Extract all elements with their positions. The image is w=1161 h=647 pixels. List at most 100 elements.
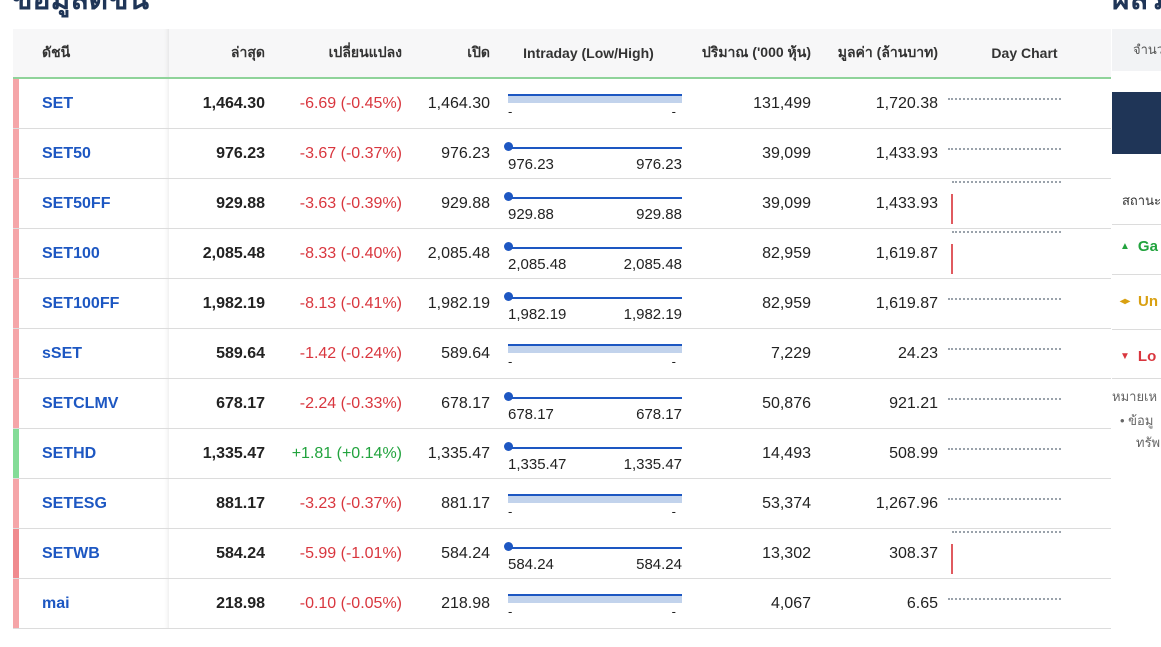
divider [1112, 378, 1161, 379]
change-value: -8.13 (-0.41%) [299, 294, 402, 312]
table-row: SETCLMV 678.17 -2.24 (-0.33%) 678.17 678.17 6… [13, 378, 1111, 429]
day-chart-line [952, 180, 1061, 183]
index-link[interactable]: SETESG [42, 494, 107, 512]
gain-item: ▲ Ga [1120, 238, 1158, 255]
last-price: 881.17 [216, 494, 265, 512]
direction-indicator [13, 129, 19, 178]
open-price: 976.23 [441, 144, 490, 162]
value-amount: 1,433.93 [875, 194, 938, 212]
day-chart[interactable] [948, 180, 1061, 224]
volume-value: 39,099 [762, 194, 811, 212]
day-chart[interactable] [948, 230, 1061, 274]
table-header-row: ดัชนี ล่าสุด เปลี่ยนแปลง เปิด Intraday (… [13, 29, 1111, 79]
last-price: 976.23 [216, 144, 265, 162]
divider [1112, 274, 1161, 275]
volume-value: 39,099 [762, 144, 811, 162]
day-chart[interactable] [948, 134, 1061, 174]
change-value: -3.23 (-0.37%) [299, 494, 402, 512]
gain-label: Ga [1137, 238, 1158, 255]
header-day-chart: Day Chart [938, 29, 1111, 79]
intraday-line [508, 396, 682, 399]
index-link[interactable]: SET100FF [42, 294, 120, 312]
value-amount: 1,433.93 [875, 144, 938, 162]
value-amount: 1,619.87 [875, 244, 938, 262]
header-volume[interactable]: ปริมาณ ('000 หุ้น) [687, 29, 811, 79]
header-open[interactable]: เปิด [402, 29, 490, 79]
volume-value: 53,374 [762, 494, 811, 512]
direction-indicator [13, 279, 19, 328]
index-link[interactable]: sSET [42, 344, 83, 362]
day-chart[interactable] [948, 284, 1061, 324]
page-title: ข้อมูลดัชนี [12, 0, 149, 16]
day-chart[interactable] [948, 584, 1061, 624]
direction-indicator [13, 379, 19, 428]
intraday-line [508, 546, 682, 549]
volume-value: 4,067 [770, 594, 811, 612]
unchanged-item: ◂▸ Un [1120, 293, 1158, 310]
intraday-marker [504, 541, 513, 551]
table-row: SET50 976.23 -3.67 (-0.37%) 976.23 976.23 976… [13, 128, 1111, 179]
day-chart-line [952, 530, 1061, 533]
note-label: หมายเห [1112, 389, 1158, 404]
header-last[interactable]: ล่าสุด [169, 29, 265, 79]
divider [1112, 329, 1161, 330]
intraday-low: 976.23 [508, 155, 554, 173]
intraday-low: - [508, 353, 513, 369]
day-chart[interactable] [948, 530, 1061, 574]
amount-input[interactable]: จำนว [1112, 29, 1161, 71]
last-price: 2,085.48 [202, 244, 265, 262]
intraday-marker [504, 241, 513, 251]
intraday-range: -- [508, 334, 682, 374]
intraday-bar [508, 93, 682, 103]
day-chart-line [948, 397, 1061, 400]
day-chart[interactable] [948, 484, 1061, 524]
intraday-high: 584.24 [636, 555, 682, 573]
index-cell: SETCLMV [13, 378, 169, 429]
index-link[interactable]: SET [42, 94, 74, 112]
index-cell: mai [13, 578, 169, 629]
last-price: 218.98 [216, 594, 265, 612]
header-index[interactable]: ดัชนี [13, 29, 169, 79]
intraday-range: 2,085.48 2,085.48 [504, 234, 682, 274]
day-chart-line [948, 97, 1061, 100]
last-price: 1,982.19 [202, 294, 265, 312]
intraday-line [508, 146, 682, 149]
intraday-range: 976.23 976.23 [504, 134, 682, 174]
index-link[interactable]: SETHD [42, 444, 97, 462]
last-price: 1,335.47 [202, 444, 265, 462]
change-value: -6.69 (-0.45%) [299, 94, 402, 112]
intraday-range: -- [508, 584, 682, 624]
intraday-high: 1,335.47 [623, 455, 682, 473]
table-row: SET50FF 929.88 -3.63 (-0.39%) 929.88 929.88 9… [13, 178, 1111, 229]
table-row: SET100FF 1,982.19 -8.13 (-0.41%) 1,982.19 1,… [13, 278, 1111, 329]
intraday-high: 678.17 [636, 405, 682, 423]
intraday-range: 1,982.19 1,982.19 [504, 284, 682, 324]
open-price: 678.17 [441, 394, 490, 412]
index-link[interactable]: SETCLMV [42, 394, 119, 412]
intraday-bar [508, 343, 682, 353]
day-chart-line [948, 497, 1061, 500]
table-row: sSET 589.64 -1.42 (-0.24%) 589.64- -7,229 24.… [13, 328, 1111, 379]
index-link[interactable]: SET100 [42, 244, 100, 262]
open-price: 589.64 [441, 344, 490, 362]
intraday-high: - [671, 103, 676, 119]
value-amount: 508.99 [889, 444, 938, 462]
day-chart[interactable] [948, 334, 1061, 374]
value-amount: 6.65 [906, 594, 938, 612]
index-link[interactable]: SET50 [42, 144, 91, 162]
table-row: SETWB 584.24 -5.99 (-1.01%) 584.24 584.24 584… [13, 528, 1111, 579]
intraday-marker [504, 391, 513, 401]
intraday-low: 929.88 [508, 205, 554, 223]
index-link[interactable]: mai [42, 594, 70, 612]
day-chart[interactable] [948, 84, 1061, 124]
header-value[interactable]: มูลค่า (ล้านบาท) [811, 29, 938, 79]
header-change[interactable]: เปลี่ยนแปลง [265, 29, 402, 79]
day-chart[interactable] [948, 434, 1061, 474]
intraday-high: - [671, 503, 676, 519]
day-chart[interactable] [948, 384, 1061, 424]
index-link[interactable]: SETWB [42, 544, 100, 562]
index-link[interactable]: SET50FF [42, 194, 111, 212]
left-right-arrow-icon: ◂▸ [1120, 296, 1131, 307]
day-chart-line [952, 230, 1061, 233]
intraday-range: 584.24 584.24 [504, 534, 682, 574]
